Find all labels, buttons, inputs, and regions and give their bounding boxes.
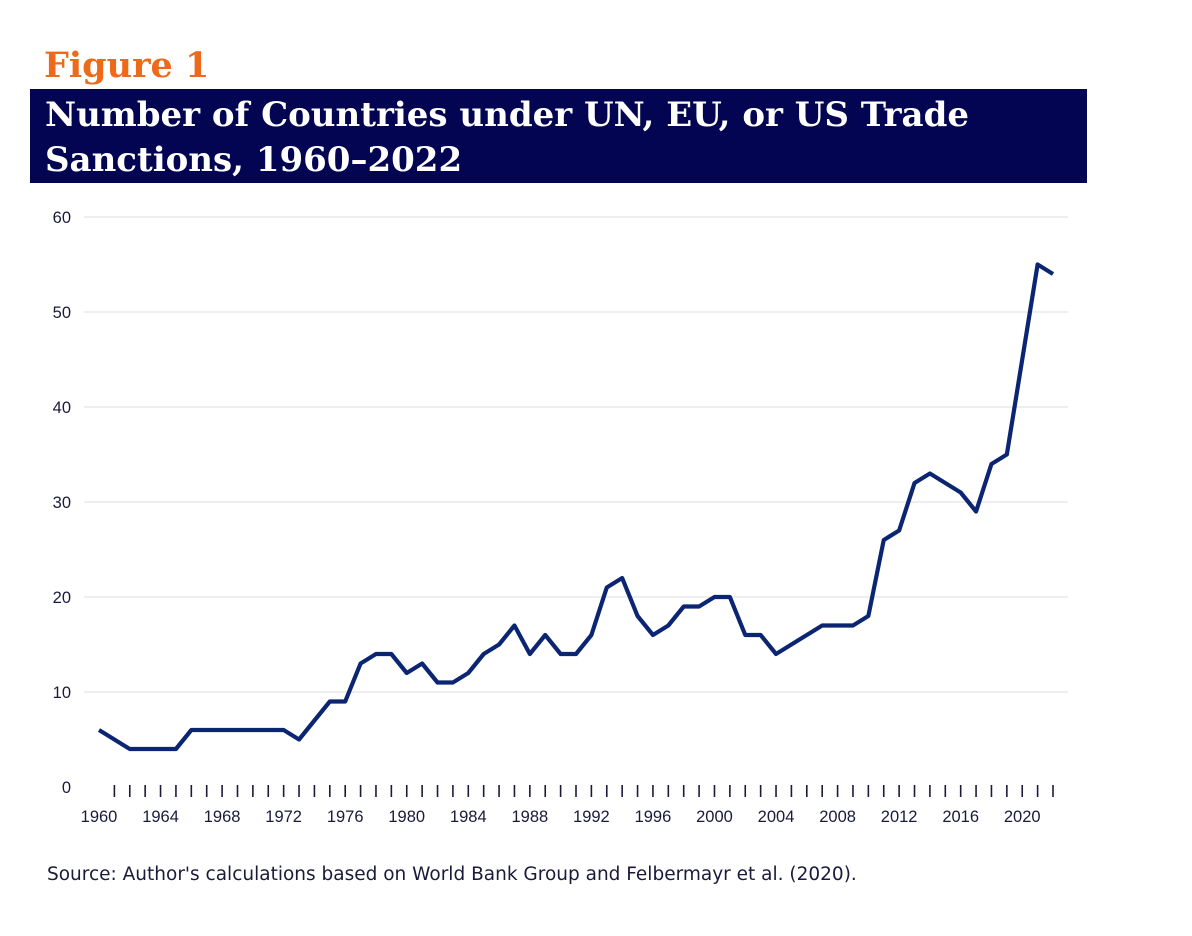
x-tick-label-2004: 2004 bbox=[758, 808, 795, 826]
chart-title-banner: Number of Countries under UN, EU, or US … bbox=[30, 89, 1087, 183]
x-tick-label-1968: 1968 bbox=[204, 808, 241, 826]
y-tick-label-10: 10 bbox=[53, 684, 71, 702]
x-tick-label-2000: 2000 bbox=[696, 808, 733, 826]
y-tick-label-30: 30 bbox=[53, 494, 71, 512]
source-note: Source: Author's calculations based on W… bbox=[47, 864, 857, 885]
y-tick-label-40: 40 bbox=[53, 399, 71, 417]
chart-title-line-2: Sanctions, 1960–2022 bbox=[45, 140, 463, 180]
y-tick-label-50: 50 bbox=[53, 304, 71, 322]
x-tick-label-1980: 1980 bbox=[388, 808, 425, 826]
y-tick-label-20: 20 bbox=[53, 589, 71, 607]
x-tick-label-1992: 1992 bbox=[573, 808, 610, 826]
x-tick-label-1964: 1964 bbox=[142, 808, 179, 826]
x-tick-label-2020: 2020 bbox=[1004, 808, 1041, 826]
x-tick-label-1972: 1972 bbox=[265, 808, 302, 826]
chart-title-line-1: Number of Countries under UN, EU, or US … bbox=[45, 95, 969, 135]
y-tick-label-60: 60 bbox=[53, 209, 71, 227]
x-tick-label-1960: 1960 bbox=[81, 808, 118, 826]
series-line bbox=[97, 262, 1055, 752]
x-tick-label-2016: 2016 bbox=[942, 808, 979, 826]
figure-label: Figure 1 bbox=[44, 45, 210, 86]
x-tick-label-1976: 1976 bbox=[327, 808, 364, 826]
x-tick-label-1988: 1988 bbox=[511, 808, 548, 826]
x-tick-label-2012: 2012 bbox=[881, 808, 918, 826]
x-tick-label-2008: 2008 bbox=[819, 808, 856, 826]
y-tick-label-0: 0 bbox=[62, 779, 71, 797]
x-tick-label-1984: 1984 bbox=[450, 808, 487, 826]
x-tick-label-1996: 1996 bbox=[635, 808, 672, 826]
